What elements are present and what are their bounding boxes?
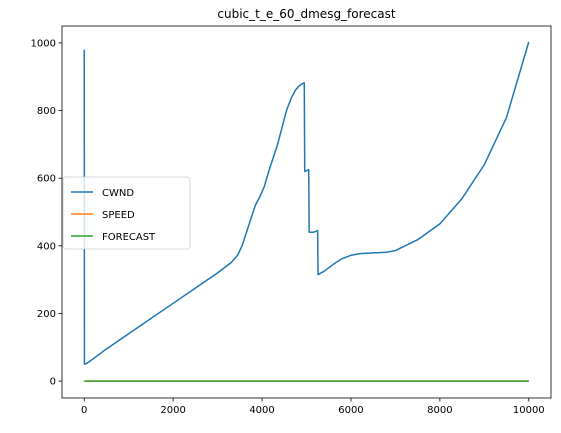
legend: CWND SPEED FORECAST	[62, 176, 191, 250]
legend-label-cwnd: CWND	[102, 188, 134, 199]
axes-frame	[61, 25, 552, 399]
x-tick-label: 4000	[249, 405, 274, 416]
plot-lines	[83, 41, 530, 382]
y-tick-label: 200	[37, 309, 56, 320]
x-tick-label: 2000	[160, 405, 185, 416]
legend-label-speed: SPEED	[102, 210, 135, 221]
y-tick-label: 600	[37, 174, 56, 185]
x-tick-label: 8000	[427, 405, 452, 416]
x-tick-label: 10000	[513, 405, 545, 416]
x-tick-label: 6000	[338, 405, 363, 416]
legend-label-forecast: FORECAST	[102, 232, 156, 243]
y-tick-label: 800	[37, 106, 56, 117]
chart-title: cubic_t_e_60_dmesg_forecast	[217, 7, 395, 21]
series-line-cwnd	[83, 41, 530, 365]
y-tick-label: 0	[50, 377, 56, 388]
y-tick-label: 1000	[31, 38, 56, 49]
y-tick-label: 400	[37, 241, 56, 252]
y-axis: 0 200 400 600 800 1000	[31, 38, 62, 388]
x-axis: 0 2000 4000 6000 8000 10000	[81, 398, 545, 416]
x-tick-label: 0	[81, 405, 87, 416]
legend-box	[62, 176, 191, 250]
